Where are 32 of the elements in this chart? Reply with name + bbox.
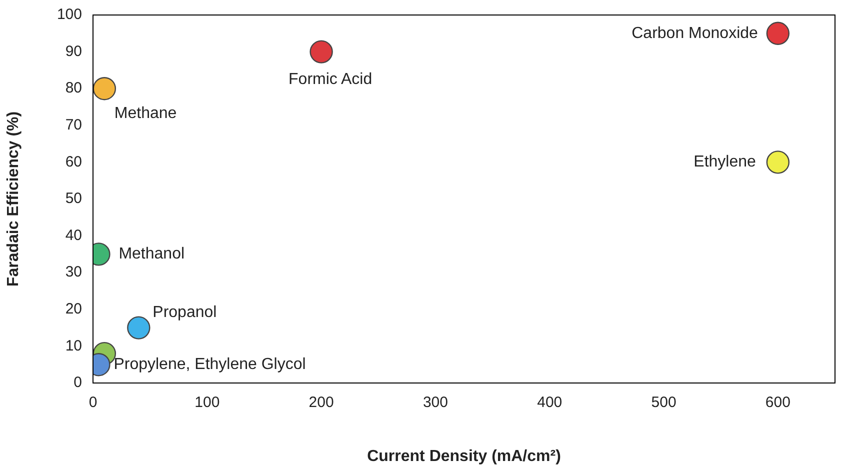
y-tick-label: 100	[56, 6, 82, 24]
point	[766, 150, 790, 174]
x-tick-label: 100	[194, 394, 220, 412]
x-tick-label: 400	[537, 394, 562, 412]
point	[127, 316, 150, 340]
x-tick-label: 600	[765, 394, 790, 412]
annotation: Methanol	[118, 246, 185, 263]
y-tick-label: 70	[65, 116, 82, 134]
annotation: Formic Acid	[288, 71, 372, 88]
annotation: Propanol	[152, 304, 217, 322]
y-axis-title: Faradaic Efficiency (%)	[5, 111, 22, 287]
y-tick-label: 60	[65, 153, 82, 170]
annotation: Methane	[114, 105, 177, 122]
point	[766, 22, 790, 45]
x-tick-label: 0	[88, 394, 98, 412]
y-tick-label: 20	[65, 300, 82, 318]
point	[93, 77, 116, 100]
x-tick-label: 500	[651, 394, 676, 412]
y-tick-label: 30	[65, 264, 82, 281]
y-tick-label: 80	[65, 80, 82, 97]
y-tick-label: 50	[65, 190, 82, 208]
x-axis-title: Current Density (mA/cm²)	[367, 448, 561, 465]
x-tick-label: 200	[308, 394, 334, 412]
y-tick-label: 40	[65, 226, 82, 244]
annotation: Propylene, Ethylene Glycol	[114, 356, 306, 374]
y-tick-label: 0	[74, 374, 82, 392]
annotation: Carbon Monoxide	[632, 24, 758, 42]
point	[310, 40, 333, 64]
y-tick-label: 90	[65, 42, 82, 60]
annotation: Ethylene	[694, 154, 756, 171]
y-tick-label: 10	[65, 337, 82, 354]
x-tick-label: 300	[422, 394, 448, 412]
